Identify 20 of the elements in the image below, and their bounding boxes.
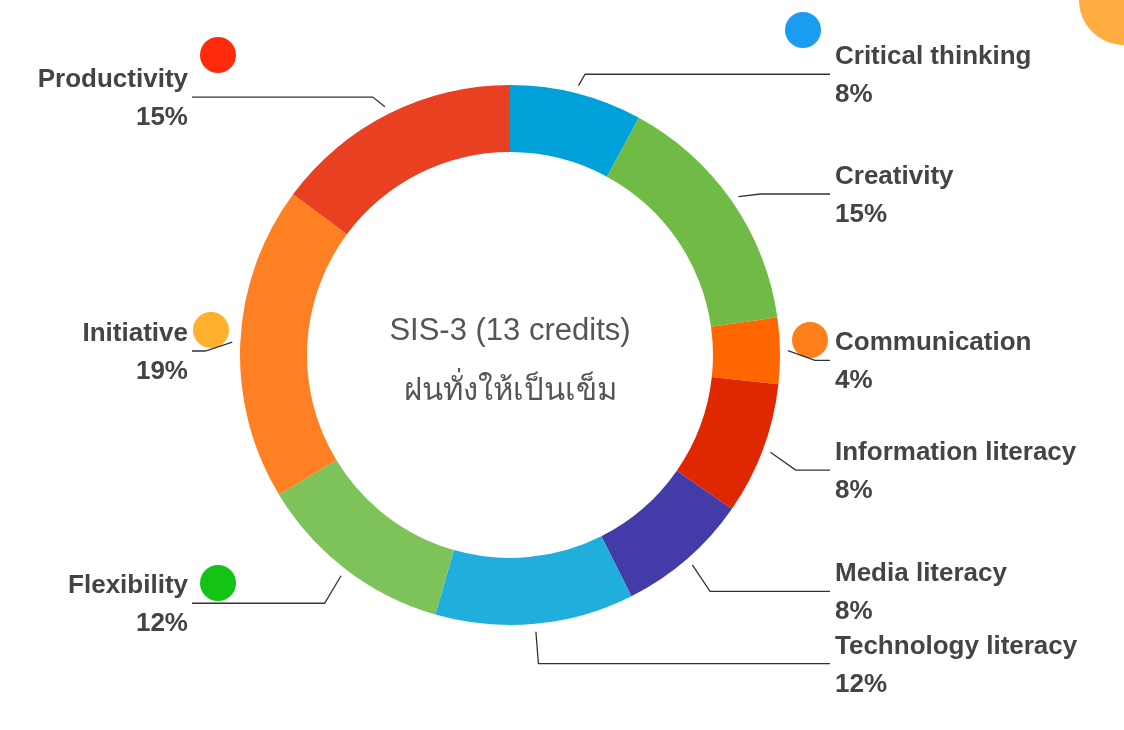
data-label: 8% (835, 78, 873, 109)
text: SIS-3 (13 credits) (389, 312, 631, 347)
data-label: 19% (135, 355, 188, 386)
slice-label: Technology literacy (835, 629, 1078, 660)
slice-label: Initiative (82, 317, 188, 348)
data-label: 12% (135, 607, 188, 638)
slice-label: Information literacy (835, 436, 1077, 467)
slice-label: Creativity (835, 159, 955, 190)
data-label: 15% (135, 101, 188, 132)
data-label: 8% (835, 474, 873, 505)
slice-label: Productivity (37, 63, 189, 94)
slice-label: Flexibility (68, 569, 189, 600)
slice-label: Critical thinking (835, 40, 1032, 71)
data-label: 12% (835, 667, 888, 698)
data-label: 8% (835, 595, 873, 626)
text: ฝนทั่งให้เป็นเข็ม (403, 368, 617, 407)
data-label: 15% (835, 197, 888, 228)
slice-label: Media literacy (835, 557, 1008, 588)
slice-label: Communication (835, 326, 1032, 357)
data-label: 4% (835, 364, 873, 395)
